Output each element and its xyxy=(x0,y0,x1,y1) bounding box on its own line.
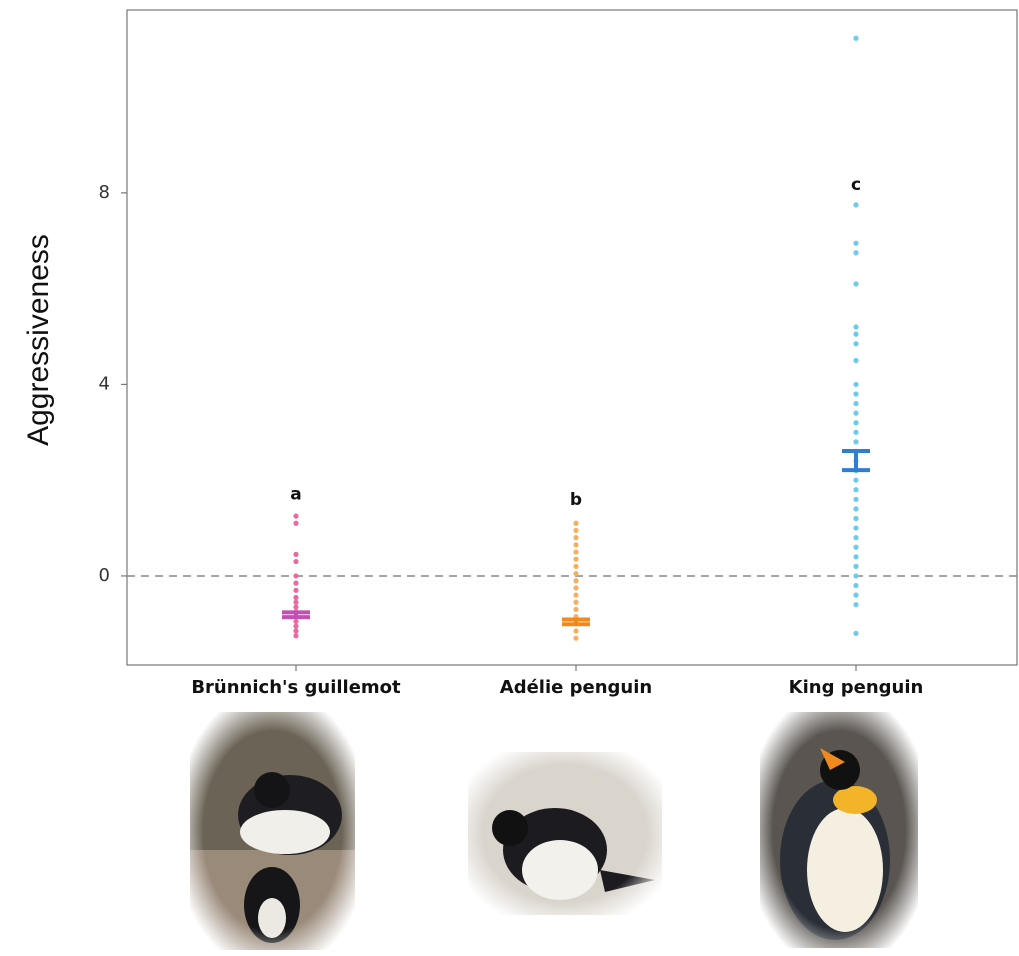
photo-adelie xyxy=(468,752,662,915)
data-point xyxy=(853,357,859,364)
data-point xyxy=(573,520,579,526)
data-point xyxy=(293,599,299,605)
error-bar xyxy=(562,617,590,627)
x-tick-label: Adélie penguin xyxy=(500,677,652,698)
data-point xyxy=(853,487,859,493)
data-point xyxy=(573,556,579,562)
data-point xyxy=(853,400,859,407)
data-point xyxy=(853,592,859,598)
data-point xyxy=(573,542,579,548)
y-tick-label: 4 xyxy=(99,373,110,394)
data-point xyxy=(573,578,579,584)
data-point xyxy=(573,606,579,613)
data-point xyxy=(853,250,859,256)
plot-frame xyxy=(126,9,1018,666)
x-tick-label: King penguin xyxy=(789,677,924,698)
data-point xyxy=(853,630,859,636)
data-point xyxy=(853,582,859,589)
data-point xyxy=(853,525,859,531)
data-point xyxy=(573,570,579,577)
y-axis-label: Aggressiveness xyxy=(22,234,55,446)
data-point xyxy=(573,585,579,591)
data-point xyxy=(293,633,299,639)
significance-letter: b xyxy=(570,490,582,510)
data-point xyxy=(573,592,579,598)
data-point xyxy=(293,623,299,629)
y-tick-label: 8 xyxy=(99,182,110,203)
data-point xyxy=(853,506,859,512)
data-point xyxy=(853,410,859,416)
photo-king xyxy=(760,712,918,948)
data-point xyxy=(853,281,859,287)
data-point xyxy=(853,324,859,330)
data-point xyxy=(293,573,299,579)
data-point xyxy=(573,563,579,569)
data-point xyxy=(293,513,299,519)
data-point xyxy=(293,558,299,565)
error-bar xyxy=(842,448,870,473)
data-point xyxy=(853,381,859,388)
data-point xyxy=(853,496,859,502)
data-point xyxy=(853,420,859,426)
data-point xyxy=(853,515,859,522)
data-point xyxy=(853,573,859,579)
data-point xyxy=(293,587,299,593)
data-point xyxy=(293,580,299,586)
data-point xyxy=(853,331,859,337)
data-point xyxy=(573,527,579,534)
data-point xyxy=(573,535,579,541)
data-point xyxy=(853,535,859,541)
photo-guillemot xyxy=(190,712,355,950)
data-point xyxy=(853,544,859,550)
data-point xyxy=(853,439,859,445)
data-point xyxy=(853,341,859,347)
data-point xyxy=(853,202,859,208)
data-point xyxy=(853,391,859,397)
data-point xyxy=(853,35,859,41)
data-point xyxy=(293,594,299,601)
data-point xyxy=(853,554,859,560)
error-bar xyxy=(282,610,310,620)
data-point xyxy=(853,240,859,246)
data-point xyxy=(853,429,859,435)
data-point xyxy=(293,604,299,610)
data-point xyxy=(853,563,859,569)
data-point xyxy=(573,599,579,605)
data-point xyxy=(293,618,299,625)
significance-letter: a xyxy=(290,485,301,505)
data-point xyxy=(853,602,859,608)
data-point xyxy=(573,628,579,634)
significance-letter: c xyxy=(851,175,861,195)
data-point xyxy=(293,551,299,557)
data-point xyxy=(853,477,859,483)
data-point xyxy=(293,628,299,634)
y-tick-label: 0 xyxy=(99,565,110,586)
data-point xyxy=(573,635,579,641)
data-point xyxy=(293,520,299,526)
x-tick-label: Brünnich's guillemot xyxy=(191,677,401,698)
data-point xyxy=(573,549,579,555)
